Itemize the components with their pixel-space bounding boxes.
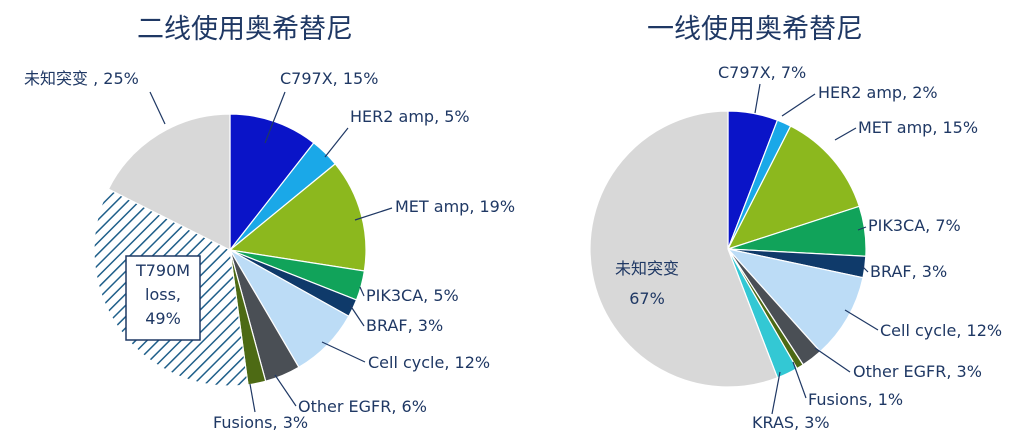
slice-label-2-pik3ca-7: PIK3CA, 7% xyxy=(868,216,961,235)
leader-line-1-4 xyxy=(349,304,365,327)
slice-label-1-pik3ca-5: PIK3CA, 5% xyxy=(366,286,459,305)
slice-label-2-cell-cycle-12: Cell cycle, 12% xyxy=(880,321,1002,340)
pie-slice-2-cell-cycle-12 xyxy=(726,248,864,353)
slice-label-2-kras-3: KRAS, 3% xyxy=(752,413,830,432)
leader-line-2-3 xyxy=(857,226,867,231)
leader-line-1-2 xyxy=(354,207,393,221)
pie-slice-1-c797x-15 xyxy=(229,113,315,252)
slice-label-1-met-amp-19: MET amp, 19% xyxy=(395,197,515,216)
slice-label-1-t790m-loss-49-line2: 49% xyxy=(145,309,181,328)
leader-line-1-7 xyxy=(249,383,256,413)
leader-line-1-3 xyxy=(359,286,365,297)
slice-label-1-other-egfr-6: Other EGFR, 6% xyxy=(298,397,427,416)
slice-label-2-braf-3: BRAF, 3% xyxy=(870,262,947,281)
leader-line-2-8 xyxy=(771,371,781,415)
pie-slice-1-met-amp-19 xyxy=(228,163,367,272)
slice-label-1-c797x-15: C797X, 15% xyxy=(280,69,378,88)
leader-line-1-6 xyxy=(274,374,297,407)
pie-slice-2-67 xyxy=(589,110,779,388)
leader-line-2-6 xyxy=(814,347,851,373)
slice-label-1-fusions-3: Fusions, 3% xyxy=(213,413,308,432)
leader-line-2-7 xyxy=(792,361,807,399)
slice-label-1-her2-amp-5: HER2 amp, 5% xyxy=(350,107,470,126)
leader-line-1-0 xyxy=(264,91,286,144)
leader-line-2-5 xyxy=(844,309,879,331)
leader-line-1-5 xyxy=(321,341,366,363)
slice-label-1-25: 未知突变 , 25% xyxy=(24,69,139,88)
slice-label-2-met-amp-15: MET amp, 15% xyxy=(858,118,978,137)
pie-slice-2-met-amp-15 xyxy=(726,125,861,251)
slice-label-1-cell-cycle-12: Cell cycle, 12% xyxy=(368,353,490,372)
label-box-t790m xyxy=(125,255,201,341)
leader-line-1-1 xyxy=(324,127,349,158)
slice-label-2-67-line0: 未知突变 xyxy=(615,259,679,278)
leader-line-1-9 xyxy=(149,91,166,125)
leader-line-2-2 xyxy=(834,127,857,141)
leader-line-2-4 xyxy=(861,265,869,273)
leader-line-2-0 xyxy=(754,83,761,114)
chart-title-2: 一线使用奥希替尼 xyxy=(647,14,863,45)
slice-label-2-her2-amp-2: HER2 amp, 2% xyxy=(818,83,938,102)
leader-line-2-1 xyxy=(781,93,816,117)
slice-label-1-t790m-loss-49-line0: T790M xyxy=(135,261,190,280)
slice-label-2-67-line1: 67% xyxy=(629,289,665,308)
pie-slice-1-25 xyxy=(107,113,231,251)
chart-title-1: 二线使用奥希替尼 xyxy=(137,14,353,45)
slice-label-2-c797x-7: C797X, 7% xyxy=(718,63,806,82)
slice-label-2-other-egfr-3: Other EGFR, 3% xyxy=(853,362,982,381)
slice-label-1-braf-3: BRAF, 3% xyxy=(366,316,443,335)
slice-label-2-fusions-1: Fusions, 1% xyxy=(808,390,903,409)
slice-label-1-t790m-loss-49-line1: loss, xyxy=(145,285,181,304)
